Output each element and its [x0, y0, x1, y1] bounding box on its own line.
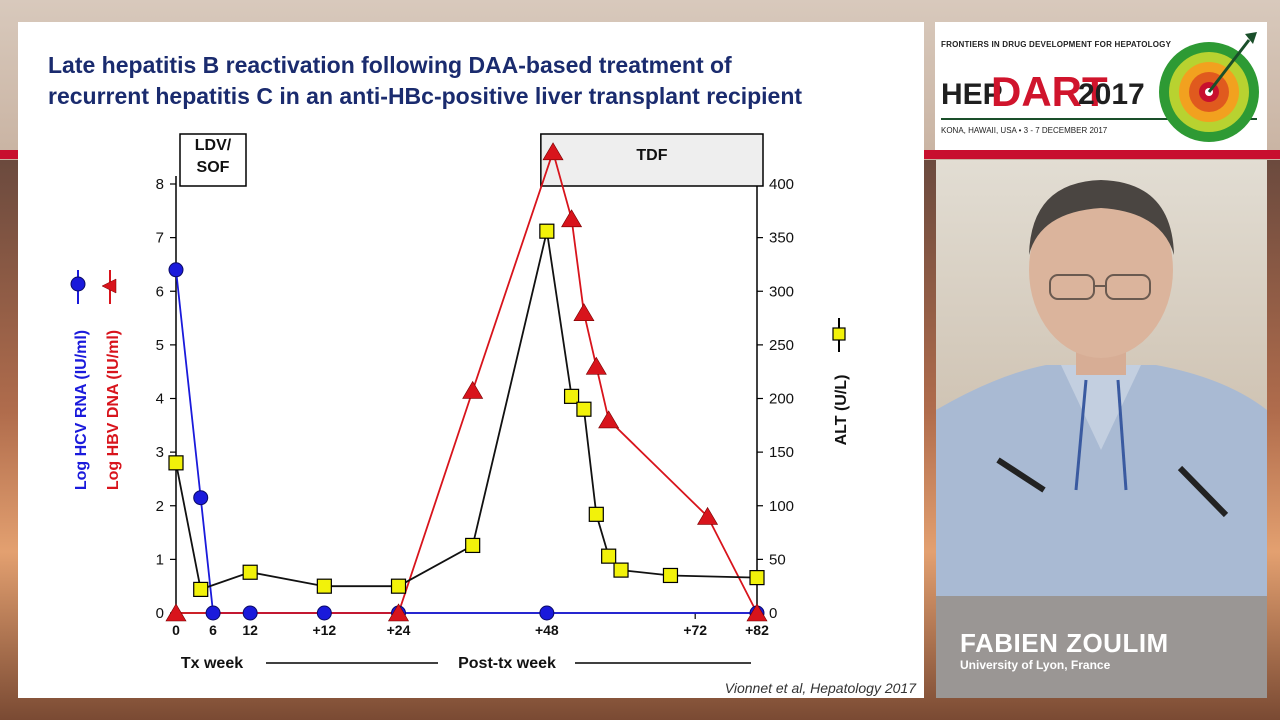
treatment-box	[179, 133, 247, 187]
speaker-affiliation: University of Lyon, France	[960, 658, 1111, 672]
logo-dart: DART	[991, 68, 1108, 115]
speaker-video	[936, 160, 1267, 596]
x-axis-tick-label: +72	[683, 622, 707, 638]
data-point-alt	[576, 401, 592, 417]
data-point-hbv	[573, 303, 595, 322]
data-point-hbv	[585, 356, 607, 375]
x-axis-tick-label: 6	[209, 622, 217, 638]
x-axis-label-post-tx: Post-tx week	[458, 655, 556, 672]
dartboard-icon	[1159, 32, 1259, 142]
data-point-hbv	[462, 380, 484, 399]
data-point-hbv	[542, 142, 564, 161]
data-point-alt	[242, 564, 258, 580]
left-axis-tick-label: 6	[156, 283, 164, 300]
right-axis-tick-label: 150	[769, 444, 794, 461]
x-axis-tick-label: 0	[172, 622, 180, 638]
data-point-hbv	[561, 209, 583, 228]
left-axis-tick-label: 4	[156, 391, 164, 408]
data-point-hcv	[168, 262, 184, 278]
x-axis-tick-label: +48	[535, 622, 559, 638]
logo-hep: HEP	[941, 78, 1003, 111]
data-point-alt	[465, 537, 481, 554]
data-point-hbv	[387, 603, 410, 622]
x-axis-tick-label: 12	[242, 622, 258, 638]
legend-alt-marker	[832, 327, 846, 341]
presentation-slide: Late hepatitis B reactivation following …	[18, 22, 924, 698]
x-axis-tick-label: +24	[387, 622, 411, 638]
left-axis-label-hbv: Log HBV DNA (IU/ml)	[105, 330, 122, 490]
slide-title-line-2: recurrent hepatitis C in an anti-HBc-pos…	[48, 83, 803, 109]
data-point-hcv	[242, 605, 258, 621]
left-axis-tick-label: 3	[156, 444, 164, 461]
data-point-hbv	[697, 506, 719, 525]
logo-rule	[941, 118, 1257, 120]
data-point-hbv	[598, 410, 620, 429]
left-axis-tick-label: 8	[156, 176, 164, 193]
data-point-hcv	[316, 605, 332, 621]
treatment-label: SOF	[197, 159, 230, 176]
right-axis-label-alt: ALT (U/L)	[833, 375, 850, 446]
data-point-alt	[390, 578, 407, 594]
right-axis-tick-label: 350	[769, 230, 794, 247]
left-axis-label-hcv: Log HCV RNA (IU/ml)	[73, 330, 90, 490]
treatment-label: LDV/	[195, 137, 232, 154]
conference-logo: FRONTIERS IN DRUG DEVELOPMENT FOR HEPATO…	[935, 22, 1267, 150]
legend-hbv-marker	[101, 278, 117, 294]
logo-year: 2017	[1078, 78, 1145, 111]
treatment-box	[540, 133, 764, 187]
data-point-alt	[662, 567, 679, 584]
speaker-figure	[936, 180, 1267, 596]
left-axis-tick-label: 2	[156, 498, 164, 515]
right-axis-tick-label: 250	[769, 337, 794, 354]
slide-title-line-1: Late hepatitis B reactivation following …	[48, 52, 732, 78]
x-axis-label-tx: Tx week	[181, 655, 243, 672]
left-axis-tick-label: 7	[156, 230, 164, 247]
logo-tagline: FRONTIERS IN DRUG DEVELOPMENT FOR HEPATO…	[941, 40, 1172, 49]
right-axis-tick-label: 50	[769, 551, 786, 568]
right-axis-tick-label: 300	[769, 283, 794, 300]
data-point-alt	[316, 578, 332, 594]
x-axis-tick-label: +12	[312, 622, 336, 638]
right-axis-tick-label: 0	[769, 605, 777, 622]
data-point-alt	[563, 388, 580, 404]
speaker-name: FABIEN ZOULIM	[960, 628, 1169, 658]
data-point-alt	[613, 562, 629, 578]
data-point-hcv	[205, 605, 221, 621]
data-point-hbv	[746, 603, 768, 622]
series-line-hcv	[175, 269, 757, 614]
data-point-hcv	[193, 490, 209, 506]
slide-title: Late hepatitis B reactivation following …	[48, 50, 908, 112]
left-axis-tick-label: 5	[156, 337, 164, 354]
data-point-alt	[168, 455, 184, 471]
right-axis-tick-label: 200	[769, 391, 794, 408]
data-point-alt	[749, 570, 765, 586]
series-line-hbv	[176, 148, 758, 614]
data-point-hcv	[539, 605, 555, 621]
right-axis-tick-label: 400	[769, 176, 794, 193]
right-axis-tick-label: 100	[769, 498, 794, 515]
speaker-name-panel: FABIEN ZOULIM University of Lyon, France	[936, 596, 1267, 698]
treatment-label: TDF	[636, 147, 667, 164]
data-point-hbv	[165, 603, 187, 622]
citation: Vionnet et al, Hepatology 2017	[724, 680, 916, 696]
x-axis-tick-label: +82	[745, 622, 769, 638]
left-axis-tick-label: 1	[156, 551, 164, 568]
data-point-alt	[539, 223, 555, 239]
data-point-alt	[193, 581, 209, 598]
data-point-alt	[588, 506, 604, 522]
legend-hcv-marker	[70, 276, 86, 292]
left-axis-tick-label: 0	[156, 605, 164, 622]
logo-location: KONA, HAWAII, USA • 3 - 7 DECEMBER 2017	[941, 126, 1108, 135]
data-point-alt	[601, 548, 617, 564]
